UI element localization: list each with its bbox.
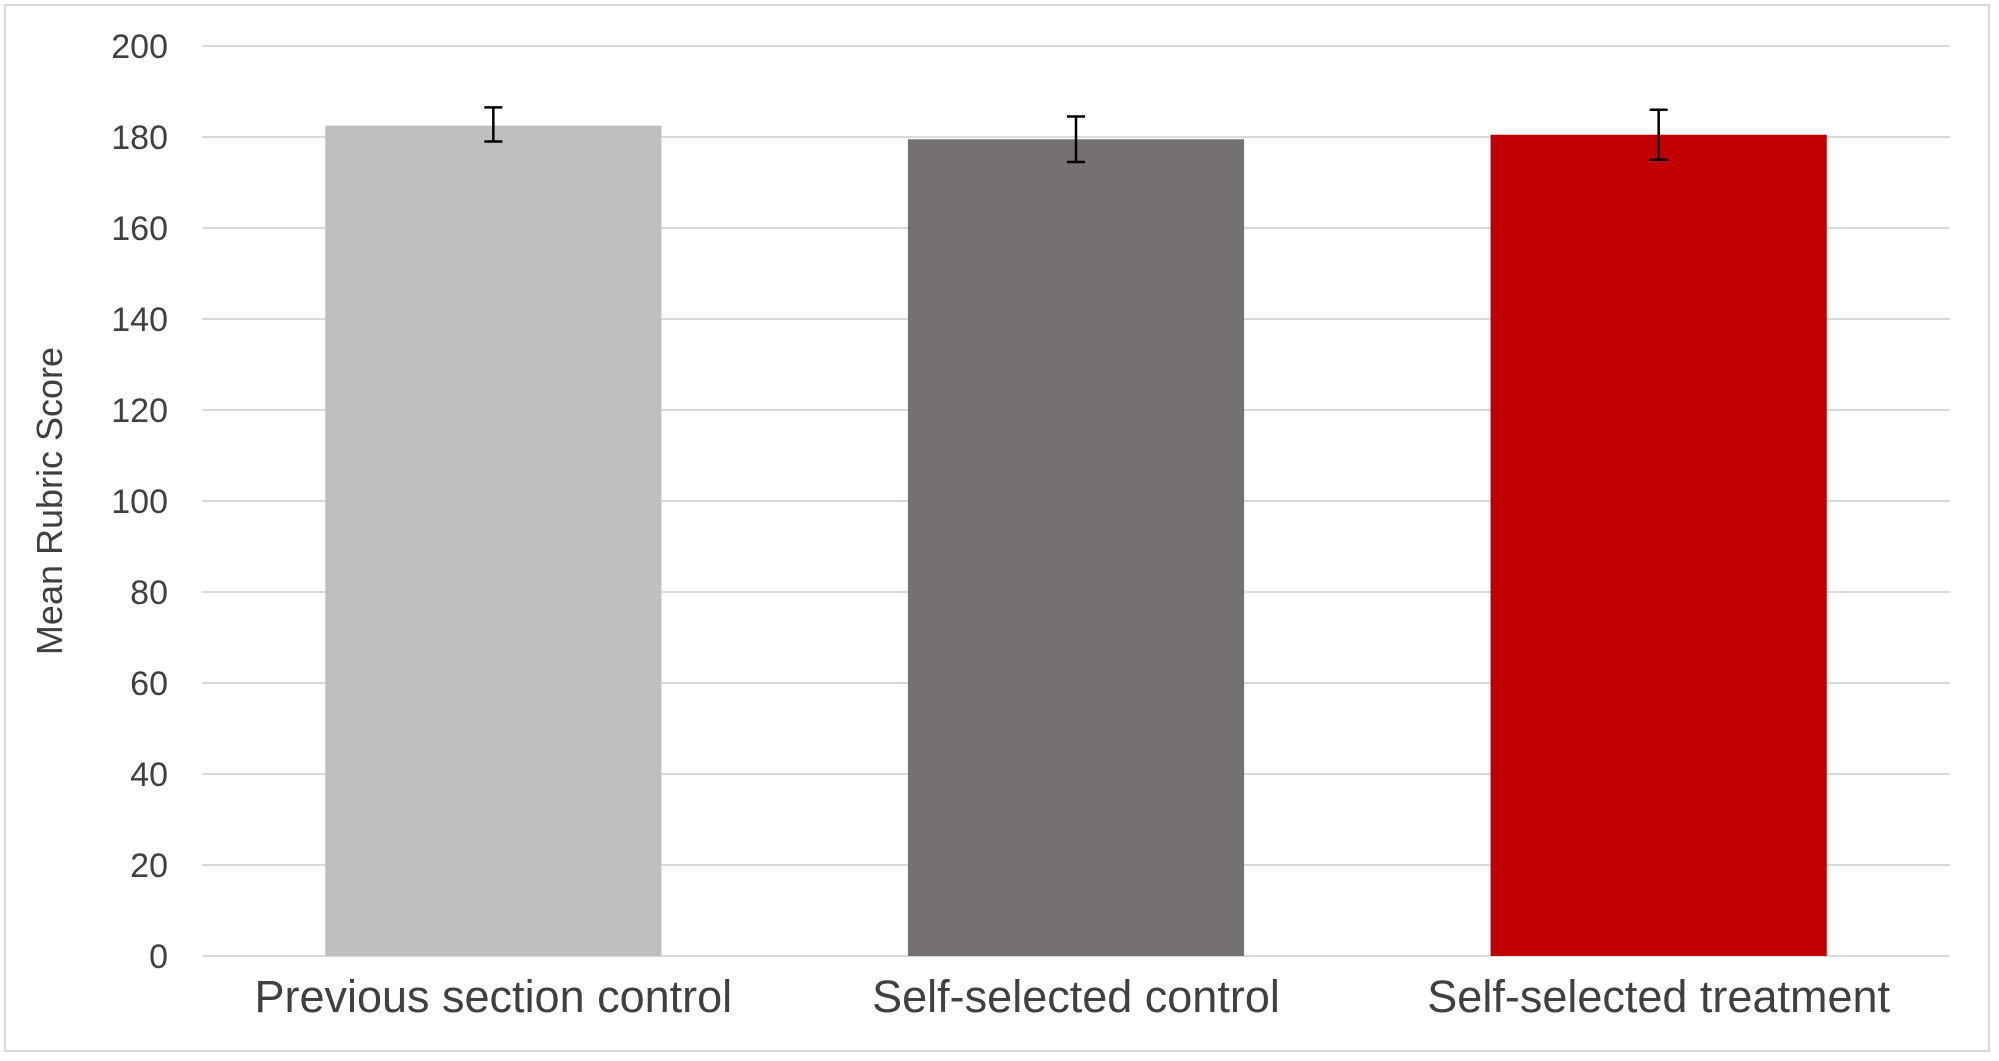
error-bar — [1067, 115, 1085, 164]
error-bar — [484, 106, 503, 143]
y-tick-label: 80 — [130, 574, 168, 612]
category-label: Self-selected treatment — [1427, 971, 1890, 1022]
y-tick-label: 120 — [111, 392, 168, 430]
y-axis-title: Mean Rubric Score — [29, 347, 70, 655]
y-tick-label: 60 — [130, 665, 168, 703]
y-tick-label: 180 — [111, 119, 168, 157]
y-tick-label: 0 — [149, 938, 168, 976]
bar — [325, 125, 662, 956]
bars — [325, 125, 1827, 957]
y-tick-label: 100 — [111, 483, 168, 521]
bar — [1490, 134, 1827, 957]
y-tick-label: 200 — [111, 28, 168, 66]
y-tick-label: 140 — [111, 301, 168, 339]
y-tick-label: 20 — [130, 847, 168, 885]
category-label: Self-selected control — [872, 971, 1280, 1022]
error-bar — [1649, 108, 1668, 161]
y-tick-labels: 0 20 40 60 80 100 120 140 160 180 200 — [111, 28, 168, 976]
bar — [907, 139, 1245, 956]
error-bars — [484, 106, 1668, 164]
category-labels: Previous section control Self-selected co… — [254, 971, 1890, 1022]
y-tick-label: 160 — [111, 210, 168, 248]
y-tick-label: 40 — [130, 756, 168, 794]
category-label: Previous section control — [254, 971, 732, 1022]
